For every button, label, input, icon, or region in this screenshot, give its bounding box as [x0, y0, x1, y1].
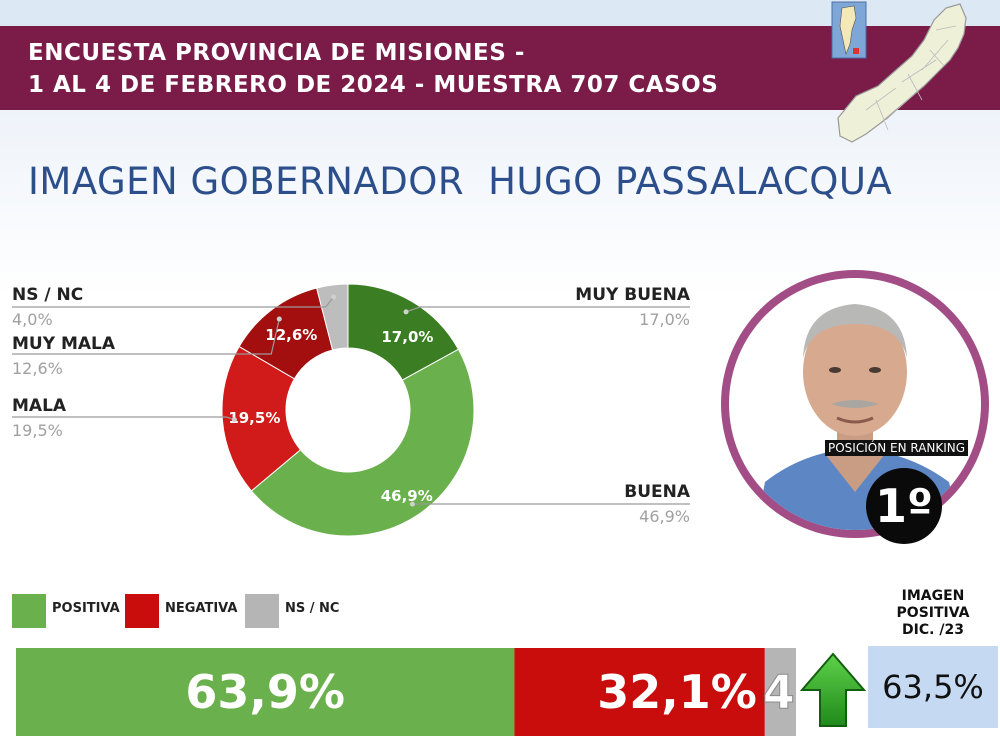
- leader-dot-muy-buena: [403, 309, 409, 315]
- bar-value-label-ns-nc: 4,0%: [763, 665, 796, 719]
- previous-positive-value: 63,5%: [868, 646, 998, 728]
- leader-dot-ns-nc: [331, 294, 337, 300]
- title-part-1: IMAGEN GOBERNADOR: [28, 160, 465, 203]
- leader-line-mala: [12, 416, 235, 421]
- bar-segment-ns-nc: [764, 648, 796, 736]
- title-part-2: HUGO PASSALACQUA: [488, 160, 893, 203]
- bar-value-label-positiva: 63,9%: [185, 665, 345, 719]
- legend-swatch-negativa: [125, 594, 159, 628]
- header-line-2: 1 AL 4 DE FEBRERO DE 2024 - MUESTRA 707 …: [28, 72, 719, 98]
- stacked-bar-chart: 63,9% 32,1%4,0%: [16, 648, 796, 736]
- callout-value-ns-nc: 4,0%: [12, 310, 53, 329]
- donut-slice-label-mala: 19,5%: [228, 409, 280, 427]
- legend-label-positiva: POSITIVA: [52, 601, 120, 616]
- callout-value-mala: 19,5%: [12, 421, 63, 440]
- chart-title: IMAGEN GOBERNADOR HUGO PASSALACQUA: [28, 160, 892, 203]
- legend-label-ns-nc: NS / NC: [285, 601, 340, 616]
- legend-label-negativa: NEGATIVA: [165, 601, 238, 616]
- leader-dot-buena: [409, 501, 415, 507]
- donut-slice-buena: [250, 348, 475, 537]
- previous-header-line-3: DIC. /23: [902, 622, 964, 638]
- header-line-1: ENCUESTA PROVINCIA DE MISIONES -: [28, 40, 525, 66]
- leader-dot-mala: [231, 417, 237, 423]
- ranking-position-badge: 1º: [866, 468, 942, 544]
- previous-header-line-2: POSITIVA: [896, 605, 970, 621]
- legend-swatch-positiva: [12, 594, 46, 628]
- callout-value-buena: 46,9%: [639, 507, 690, 526]
- legend-swatch-ns-nc: [245, 594, 279, 628]
- ranking-label: POSICIÓN EN RANKING: [825, 440, 969, 456]
- callout-label-buena: BUENA: [624, 482, 690, 502]
- donut-slice-mala: [221, 345, 302, 492]
- donut-slice-label-buena: 46,9%: [381, 487, 433, 505]
- callout-label-ns-nc: NS / NC: [12, 285, 84, 305]
- donut-chart: 17,0% 46,9% 19,5% 12,6%: [12, 283, 690, 537]
- callout-label-muy-buena: MUY BUENA: [575, 285, 690, 305]
- donut-slice-label-muy-buena: 17,0%: [381, 328, 433, 346]
- callout-label-mala: MALA: [12, 396, 67, 416]
- donut-slice-label-muy-mala: 12,6%: [265, 326, 317, 344]
- leader-dot-muy-mala: [276, 316, 282, 322]
- bar-value-label-negativa: 32,1%: [597, 665, 757, 719]
- leader-line-muy-mala: [12, 318, 280, 355]
- previous-positive-header: IMAGEN POSITIVA DIC. /23: [868, 588, 998, 639]
- callout-value-muy-buena: 17,0%: [639, 310, 690, 329]
- previous-header-line-1: IMAGEN: [901, 588, 965, 604]
- bar-segment-negativa: [514, 648, 765, 736]
- callout-value-muy-mala: 12,6%: [12, 359, 63, 378]
- bar-segment-positiva: [16, 648, 515, 736]
- leader-line-muy-buena: [405, 306, 690, 313]
- up-arrow-icon: [799, 652, 867, 727]
- governor-portrait: [721, 270, 989, 538]
- donut-slice-ns-nc: [316, 283, 349, 351]
- leader-line-ns-nc: [12, 296, 335, 308]
- misiones-province-map-icon: [831, 1, 967, 143]
- callout-label-muy-mala: MUY MALA: [12, 334, 116, 354]
